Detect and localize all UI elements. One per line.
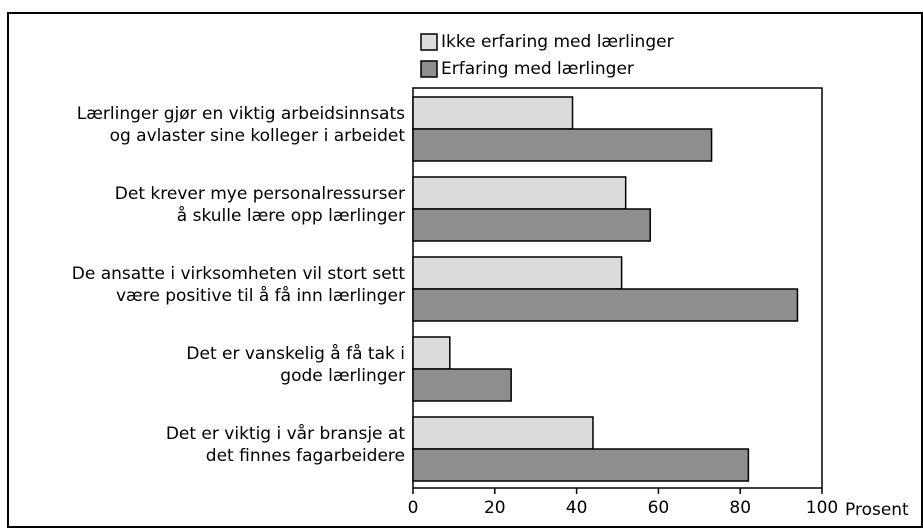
x-tick-label: 80 [729,498,751,518]
bar [412,96,574,130]
bar [412,416,594,450]
x-tick-label: 0 [408,498,419,518]
y-tick-label: De ansatte i virksomheten vil stort sett [72,264,406,284]
x-tick-label: 20 [484,498,506,518]
bar [412,256,623,290]
legend-label: Erfaring med lærlinger [441,59,634,79]
legend-swatch [420,60,438,78]
x-axis-label: Prosent [845,500,909,520]
y-tick-label: gode lærlinger [280,366,405,386]
x-tick-label: 100 [806,498,838,518]
y-tick-label: Det er vanskelig å få tak i [186,343,405,364]
y-tick-label: være positive til å få inn lærlinger [116,285,405,306]
y-tick-label: Det er viktig i vår bransje at [166,423,406,444]
y-tick-label: og avlaster sine kolleger i arbeidet [110,126,406,146]
bar [412,336,451,370]
bar [412,448,750,482]
y-tick-label: å skulle lære opp lærlinger [177,205,405,226]
bar [412,288,799,322]
x-tick-label: 40 [566,498,588,518]
y-tick-label: Lærlinger gjør en viktig arbeidsinnsats [77,104,405,124]
y-tick-label: Det krever mye personalressurser [115,184,405,204]
x-tick-label: 60 [648,498,670,518]
frame [7,12,923,528]
legend-label: Ikke erfaring med lærlinger [441,32,674,52]
y-tick-label: det finnes fagarbeidere [206,446,405,466]
bar [412,128,713,162]
bar [412,176,627,210]
legend-swatch [420,33,438,51]
bar [412,368,512,402]
bar [412,208,651,242]
